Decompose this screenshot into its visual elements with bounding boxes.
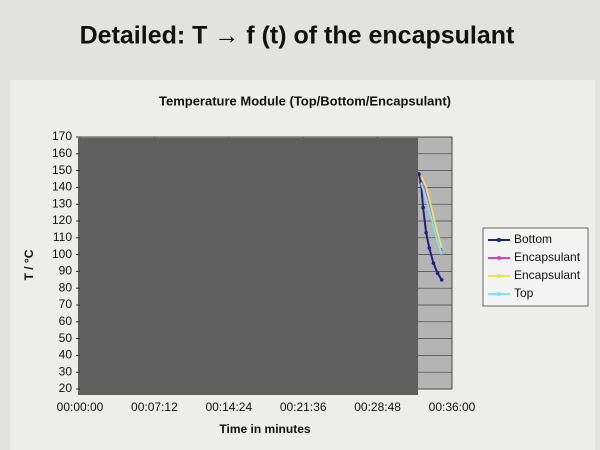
y-tick-label: 80 (59, 280, 73, 294)
legend-label: Encapsulant (514, 250, 581, 264)
legend-items: Bottom Encapsulant Encapsulant Top (488, 232, 581, 300)
x-tick-label: 00:21:36 (280, 400, 327, 414)
y-tick-label: 20 (59, 381, 73, 395)
point-marker (424, 230, 428, 235)
y-tick-label: 40 (59, 348, 73, 362)
point-marker (431, 261, 436, 265)
x-tick-label: 00:28:48 (354, 400, 401, 414)
slide-title: Detailed: T → f (t) of the encapsulant (80, 22, 515, 50)
legend-label: Bottom (514, 232, 552, 246)
legend-label: Encapsulant (514, 268, 581, 282)
point-marker (439, 278, 444, 282)
x-axis-label: Time in minutes (219, 422, 310, 436)
y-tick-label: 130 (52, 196, 72, 210)
legend-marker (497, 292, 501, 296)
y-tick-label: 50 (59, 331, 73, 345)
point-marker (417, 172, 421, 176)
x-tick-label: 00:14:24 (205, 400, 252, 414)
x-tick-label: 00:36:00 (429, 400, 476, 414)
legend-marker (497, 256, 501, 260)
y-tick-label: 90 (59, 264, 73, 278)
overlay (78, 138, 418, 395)
x-tick-label: 00:07:12 (131, 400, 178, 414)
y-tick-label: 60 (59, 314, 73, 328)
y-tick-label: 70 (59, 297, 73, 311)
y-tick-label: 100 (52, 247, 72, 261)
legend-marker (497, 274, 501, 278)
point-marker (421, 205, 425, 210)
legend-label: Top (514, 286, 534, 300)
y-tick-label: 110 (53, 230, 72, 244)
point-marker (427, 246, 432, 250)
x-tick-label: 00:00:00 (57, 400, 104, 414)
y-tick-label: 150 (52, 163, 72, 177)
series-group (417, 172, 444, 282)
y-axis-label: T / °C (22, 249, 36, 280)
series-line (420, 182, 443, 255)
y-tick-label: 30 (59, 364, 73, 378)
labels: 20 30 40 50 60 70 80 90 100 110 120 130 140 150 160 170… (52, 129, 476, 414)
y-tick-label: 120 (52, 213, 72, 227)
y-tick-label: 170 (52, 129, 72, 143)
y-tick-label: 140 (52, 180, 72, 194)
point-marker (435, 271, 440, 275)
series-line (420, 175, 443, 249)
legend-marker (497, 238, 501, 242)
chart-title: Temperature Module (Top/Bottom/Encapsula… (159, 93, 451, 108)
y-tick-label: 160 (52, 146, 72, 160)
